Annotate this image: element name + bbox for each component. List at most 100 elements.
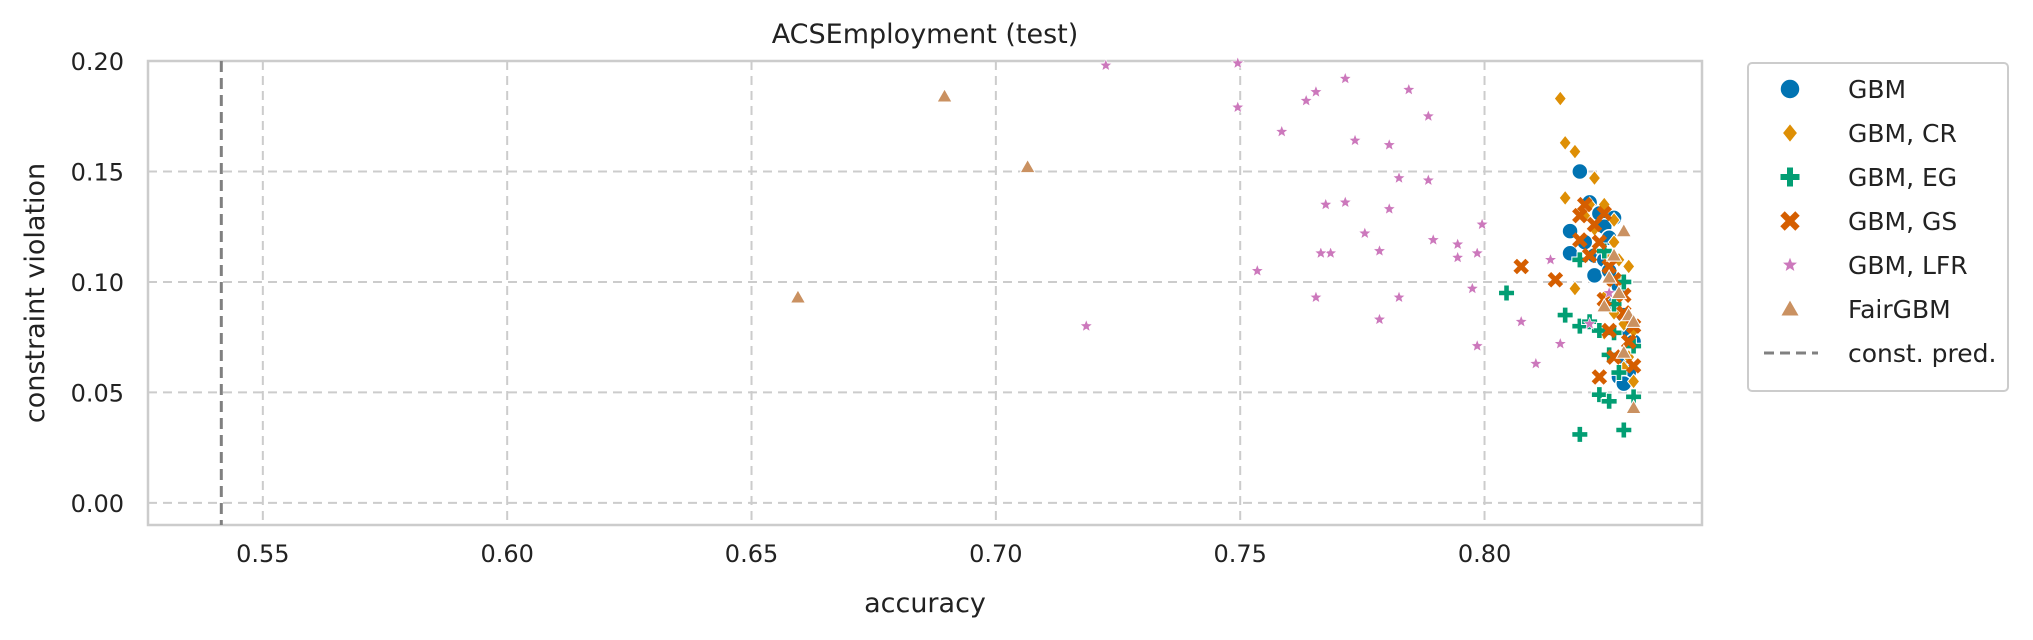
point-gbm-eg xyxy=(1610,364,1628,382)
point-gbm-gs xyxy=(1581,247,1598,264)
chart-title: ACSEmployment (test) xyxy=(772,19,1079,50)
y-tick-label: 0.10 xyxy=(71,269,124,297)
point-gbm-eg xyxy=(1615,421,1633,439)
x-axis-label: accuracy xyxy=(864,588,986,619)
legend-label-gbm-eg: GBM, EG xyxy=(1848,163,1957,192)
legend-label-gbm: GBM xyxy=(1848,75,1906,104)
point-gbm-eg xyxy=(1498,284,1516,302)
point-fairgbm xyxy=(1625,399,1642,415)
point-gbm-cr xyxy=(1622,258,1636,275)
point-gbm-lfr xyxy=(1392,290,1406,304)
y-tick-label: 0.05 xyxy=(71,379,124,407)
point-gbm-lfr xyxy=(1450,250,1465,264)
point-gbm-lfr xyxy=(1338,71,1353,85)
x-tick-label: 0.80 xyxy=(1458,540,1511,568)
point-fairgbm xyxy=(1625,313,1642,328)
point-gbm-eg xyxy=(1571,251,1589,269)
point-gbm-lfr xyxy=(1338,195,1353,209)
x-tick-label: 0.70 xyxy=(969,540,1022,568)
point-gbm-lfr xyxy=(1470,245,1485,260)
point-gbm-lfr xyxy=(1553,336,1568,350)
point-gbm-cr xyxy=(1587,169,1602,187)
point-gbm-lfr xyxy=(1098,58,1113,72)
point-gbm-lfr xyxy=(1514,314,1529,328)
point-fairgbm xyxy=(936,87,953,103)
point-gbm-cr xyxy=(1553,90,1567,107)
point-fairgbm xyxy=(1600,269,1618,284)
legend-marker-gbm-eg xyxy=(1779,166,1801,188)
point-gbm-cr xyxy=(1558,189,1572,207)
point-fairgbm xyxy=(1595,297,1613,313)
point-gbm-gs xyxy=(1620,333,1637,350)
plot-area xyxy=(146,59,1704,527)
point-gbm-lfr xyxy=(1372,312,1387,326)
grid-lines xyxy=(148,60,1702,525)
point-gbm-gs xyxy=(1606,349,1622,365)
point-gbm-gs xyxy=(1572,207,1588,224)
point-gbm-gs xyxy=(1547,271,1564,288)
legend-label-gbm-lfr: GBM, LFR xyxy=(1848,251,1968,280)
point-gbm-lfr xyxy=(1392,170,1406,185)
x-tick-label: 0.60 xyxy=(480,540,533,568)
point-gbm-lfr xyxy=(1230,100,1245,114)
point-gbm-lfr xyxy=(1230,55,1245,70)
legend-box xyxy=(1747,62,2009,392)
legend-marker-gbm-cr xyxy=(1781,122,1799,144)
point-gbm-lfr xyxy=(1470,338,1485,352)
point-fairgbm xyxy=(1019,158,1036,174)
point-gbm-gs xyxy=(1601,258,1617,275)
y-tick-label: 0.15 xyxy=(71,158,124,186)
point-gbm-lfr xyxy=(1426,232,1441,246)
point-gbm-lfr xyxy=(1313,245,1328,260)
point-gbm-gs xyxy=(1513,258,1529,275)
point-gbm-lfr xyxy=(1323,245,1338,260)
point-gbm-lfr xyxy=(1079,318,1094,333)
point-gbm-lfr xyxy=(1465,281,1480,295)
point-gbm-gs xyxy=(1572,232,1588,248)
point-gbm-gs xyxy=(1625,358,1642,374)
point-gbm-lfr xyxy=(1318,197,1333,211)
point-gbm-gs xyxy=(1591,234,1608,250)
point-gbm-lfr xyxy=(1475,217,1490,231)
point-gbm-lfr xyxy=(1274,124,1289,138)
x-tick-label: 0.75 xyxy=(1213,540,1266,568)
point-gbm-gs xyxy=(1591,369,1608,385)
point-gbm xyxy=(1571,162,1589,181)
y-axis-label: constraint violation xyxy=(20,163,51,423)
point-fairgbm xyxy=(789,288,807,304)
legend-label-gbm-gs: GBM, GS xyxy=(1848,207,1957,236)
point-gbm-eg xyxy=(1556,306,1574,324)
point-gbm-lfr xyxy=(1450,237,1465,251)
point-fairgbm xyxy=(1615,222,1633,238)
legend-marker-gbm-lfr xyxy=(1781,256,1799,273)
legend-marker-fairgbm xyxy=(1779,298,1801,317)
point-gbm-cr xyxy=(1558,134,1572,152)
point-gbm-lfr xyxy=(1308,84,1323,98)
legend: GBM GBM, CR GBM, EG GBM, GS GBM, LFR FairGBM c… xyxy=(1747,62,2009,392)
legend-marker-gbm xyxy=(1779,78,1801,100)
point-gbm-lfr xyxy=(1250,263,1265,277)
x-tick-label: 0.55 xyxy=(236,540,289,568)
point-gbm-lfr xyxy=(1602,285,1617,299)
point-gbm-gs xyxy=(1586,216,1603,233)
point-gbm-lfr xyxy=(1543,252,1558,266)
point-gbm-lfr xyxy=(1528,356,1543,370)
point-gbm-lfr xyxy=(1421,172,1436,187)
point-gbm-gs xyxy=(1596,205,1613,222)
legend-marker-gbm-gs xyxy=(1780,211,1800,231)
point-gbm-lfr xyxy=(1421,108,1436,123)
point-gbm-gs xyxy=(1576,196,1593,213)
legend-label-fairgbm: FairGBM xyxy=(1848,295,1951,324)
point-fairgbm xyxy=(1615,344,1633,359)
point-gbm-lfr xyxy=(1401,82,1416,96)
point-gbm-gs xyxy=(1601,322,1617,339)
data-points xyxy=(789,55,1643,443)
point-gbm-lfr xyxy=(1299,93,1314,107)
point-gbm-eg xyxy=(1600,392,1618,410)
point-gbm-lfr xyxy=(1382,201,1397,215)
point-gbm-lfr xyxy=(1382,137,1397,151)
point-gbm-lfr xyxy=(1582,316,1597,330)
point-fairgbm xyxy=(1610,284,1628,300)
x-tick-label: 0.65 xyxy=(725,540,778,568)
